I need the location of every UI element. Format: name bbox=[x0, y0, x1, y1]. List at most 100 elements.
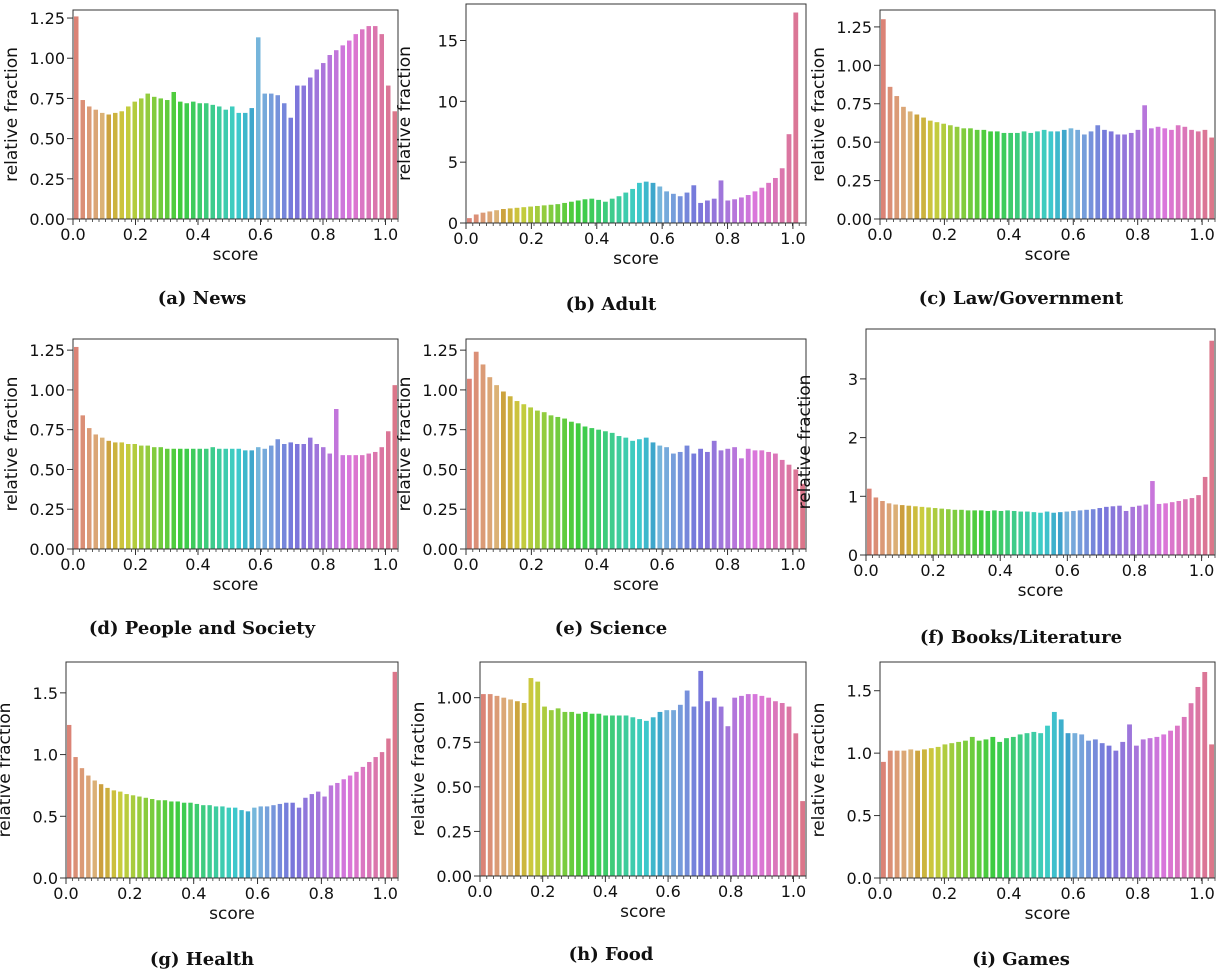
y-tick-label: 0.50 bbox=[29, 460, 65, 479]
plot-frame bbox=[865, 328, 1216, 556]
y-tick-label: 0.50 bbox=[422, 460, 458, 479]
bar-1-17 bbox=[582, 199, 588, 223]
bar-3-34 bbox=[295, 444, 300, 549]
bar-2-5 bbox=[914, 114, 920, 219]
x-tick-label: 0.2 bbox=[117, 884, 142, 903]
bar-0-39 bbox=[327, 55, 332, 219]
plot-frame bbox=[879, 9, 1216, 220]
bar-6-3 bbox=[86, 775, 91, 878]
y-axis-label: relative fraction bbox=[395, 46, 415, 181]
bar-0-45 bbox=[366, 26, 371, 219]
bar-0-4 bbox=[100, 112, 105, 219]
panel-books-literature: 0.0 0.2 0.4 0.6 0.8 1.0 0 1 2 3 score relative frac… bbox=[0, 0, 1216, 601]
bar-6-21 bbox=[201, 805, 206, 878]
bar-5-51 bbox=[1202, 476, 1208, 555]
bar-5-8 bbox=[919, 506, 925, 555]
bar-6-42 bbox=[335, 782, 340, 878]
plot-frame bbox=[479, 661, 807, 877]
bar-1-7 bbox=[514, 207, 520, 223]
bar-5-0 bbox=[867, 488, 872, 555]
bar-6-9 bbox=[124, 794, 129, 878]
bar-8-18 bbox=[1004, 738, 1009, 878]
bar-8-26 bbox=[1058, 719, 1064, 878]
bar-4-46 bbox=[779, 459, 785, 549]
caption-science: (e) Science bbox=[554, 618, 668, 639]
bar-2-27 bbox=[1061, 129, 1067, 219]
bar-3-44 bbox=[360, 455, 365, 549]
panel-people-society: 0.0 0.2 0.4 0.6 0.8 1.0 0.00 0.25 0.50 0.75 1.00 1.… bbox=[0, 0, 399, 595]
bar-4-24 bbox=[630, 440, 635, 549]
bar-3-17 bbox=[184, 448, 189, 549]
bar-8-43 bbox=[1174, 725, 1180, 878]
bar-2-13 bbox=[968, 128, 973, 219]
bar-4-42 bbox=[752, 450, 758, 549]
bar-4-14 bbox=[562, 418, 567, 549]
bar-0-9 bbox=[132, 101, 137, 219]
bar-7-15 bbox=[582, 711, 588, 876]
bar-1-13 bbox=[555, 204, 561, 223]
panel-games: 0.0 0.2 0.4 0.6 0.8 1.0 0.0 0.5 1.0 1.5 score relat… bbox=[0, 0, 1216, 924]
y-tick-label: 0.75 bbox=[836, 95, 872, 114]
bar-8-33 bbox=[1106, 745, 1112, 878]
bar-3-45 bbox=[366, 453, 371, 549]
bar-6-37 bbox=[303, 797, 308, 878]
bar-3-22 bbox=[217, 448, 222, 549]
x-tick-label: 0.6 bbox=[245, 884, 270, 903]
x-tick-label: 0.0 bbox=[867, 225, 892, 244]
bar-1-19 bbox=[596, 199, 601, 223]
bar-0-20 bbox=[204, 103, 209, 219]
bar-3-16 bbox=[178, 448, 183, 549]
x-tick-label: 0.4 bbox=[584, 555, 609, 574]
bar-8-31 bbox=[1092, 739, 1098, 878]
bar-8-19 bbox=[1010, 736, 1016, 878]
y-tick-label: 1.25 bbox=[836, 18, 872, 37]
y-tick-label: 0.0 bbox=[847, 869, 872, 888]
bar-1-15 bbox=[569, 201, 574, 223]
bar-6-19 bbox=[188, 802, 193, 878]
bar-7-5 bbox=[514, 701, 520, 876]
bar-6-10 bbox=[130, 795, 136, 878]
x-tick-label: 0.2 bbox=[932, 225, 957, 244]
bar-4-9 bbox=[528, 407, 533, 549]
bar-2-23 bbox=[1035, 131, 1040, 219]
bar-7-25 bbox=[650, 717, 656, 876]
bar-0-13 bbox=[158, 98, 163, 219]
bar-2-43 bbox=[1169, 129, 1174, 219]
bar-3-24 bbox=[230, 448, 235, 549]
bar-1-46 bbox=[779, 168, 785, 223]
bar-7-23 bbox=[637, 719, 642, 876]
bar-0-38 bbox=[321, 63, 326, 219]
bar-0-33 bbox=[288, 117, 293, 219]
bar-7-0 bbox=[481, 694, 486, 876]
bar-6-39 bbox=[316, 791, 321, 878]
bar-7-24 bbox=[644, 720, 649, 876]
bar-0-36 bbox=[308, 77, 313, 220]
x-tick-label: 0.4 bbox=[996, 884, 1021, 903]
bar-3-9 bbox=[132, 444, 137, 549]
bar-0-18 bbox=[191, 101, 196, 219]
bar-0-16 bbox=[178, 101, 183, 219]
bar-2-30 bbox=[1082, 134, 1087, 219]
bar-1-12 bbox=[548, 204, 554, 223]
bar-5-40 bbox=[1130, 506, 1135, 555]
bar-6-31 bbox=[264, 806, 270, 878]
bar-0-30 bbox=[269, 93, 274, 219]
y-tick-label: 0.75 bbox=[422, 421, 458, 440]
bar-6-26 bbox=[233, 807, 238, 878]
bar-7-32 bbox=[698, 670, 704, 876]
bar-4-13 bbox=[555, 416, 561, 549]
bar-5-50 bbox=[1196, 495, 1201, 555]
bar-8-7 bbox=[928, 748, 934, 878]
y-tick-label: 0.75 bbox=[29, 89, 65, 108]
x-tick-label: 1.0 bbox=[1189, 225, 1214, 244]
bar-0-34 bbox=[295, 85, 300, 219]
bar-6-24 bbox=[220, 806, 225, 878]
x-tick-label: 0.2 bbox=[123, 555, 148, 574]
bar-4-5 bbox=[501, 391, 506, 549]
bar-5-25 bbox=[1031, 512, 1037, 555]
bar-2-14 bbox=[974, 129, 980, 219]
bar-3-2 bbox=[87, 428, 92, 549]
